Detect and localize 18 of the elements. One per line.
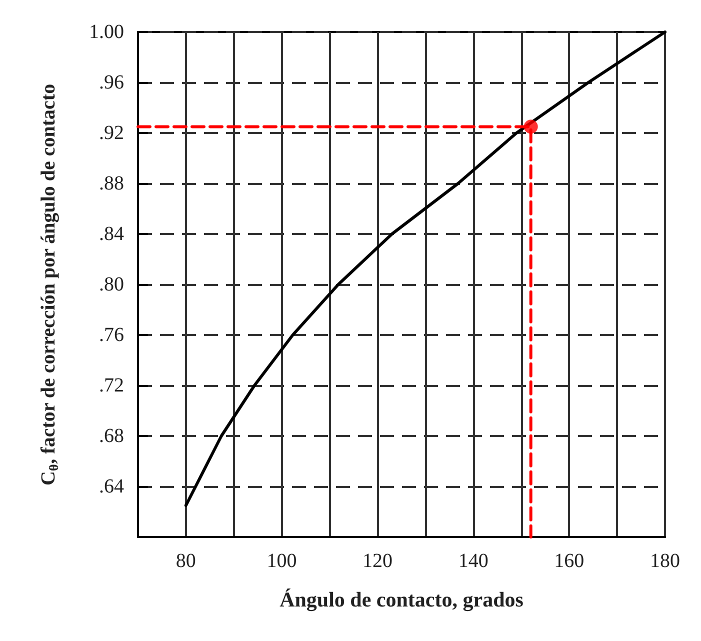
x-tick-label: 140 — [458, 550, 488, 572]
x-tick-label: 100 — [266, 550, 297, 572]
y-tick-label: .64 — [99, 476, 124, 498]
y-tick-label: .92 — [99, 122, 124, 144]
y-tick-label: .96 — [99, 72, 124, 94]
y-tick-label: .76 — [99, 324, 124, 346]
x-tick-label: 120 — [362, 550, 393, 572]
y-axis-title: Cθ, factor de corrección por ángulo de contacto — [38, 84, 61, 486]
y-tick-label: .84 — [99, 223, 124, 245]
x-tick-label: 80 — [176, 550, 196, 572]
x-tick-label: 180 — [650, 550, 680, 572]
y-tick-label: .88 — [99, 172, 124, 194]
y-tick-label: .68 — [99, 425, 124, 447]
x-axis-title: Ángulo de contacto, grados — [280, 588, 524, 612]
y-tick-label: 1.00 — [89, 21, 124, 43]
y-tick-label: .72 — [99, 374, 124, 396]
x-tick-label: 160 — [554, 550, 584, 572]
y-tick-label: .80 — [99, 274, 124, 296]
